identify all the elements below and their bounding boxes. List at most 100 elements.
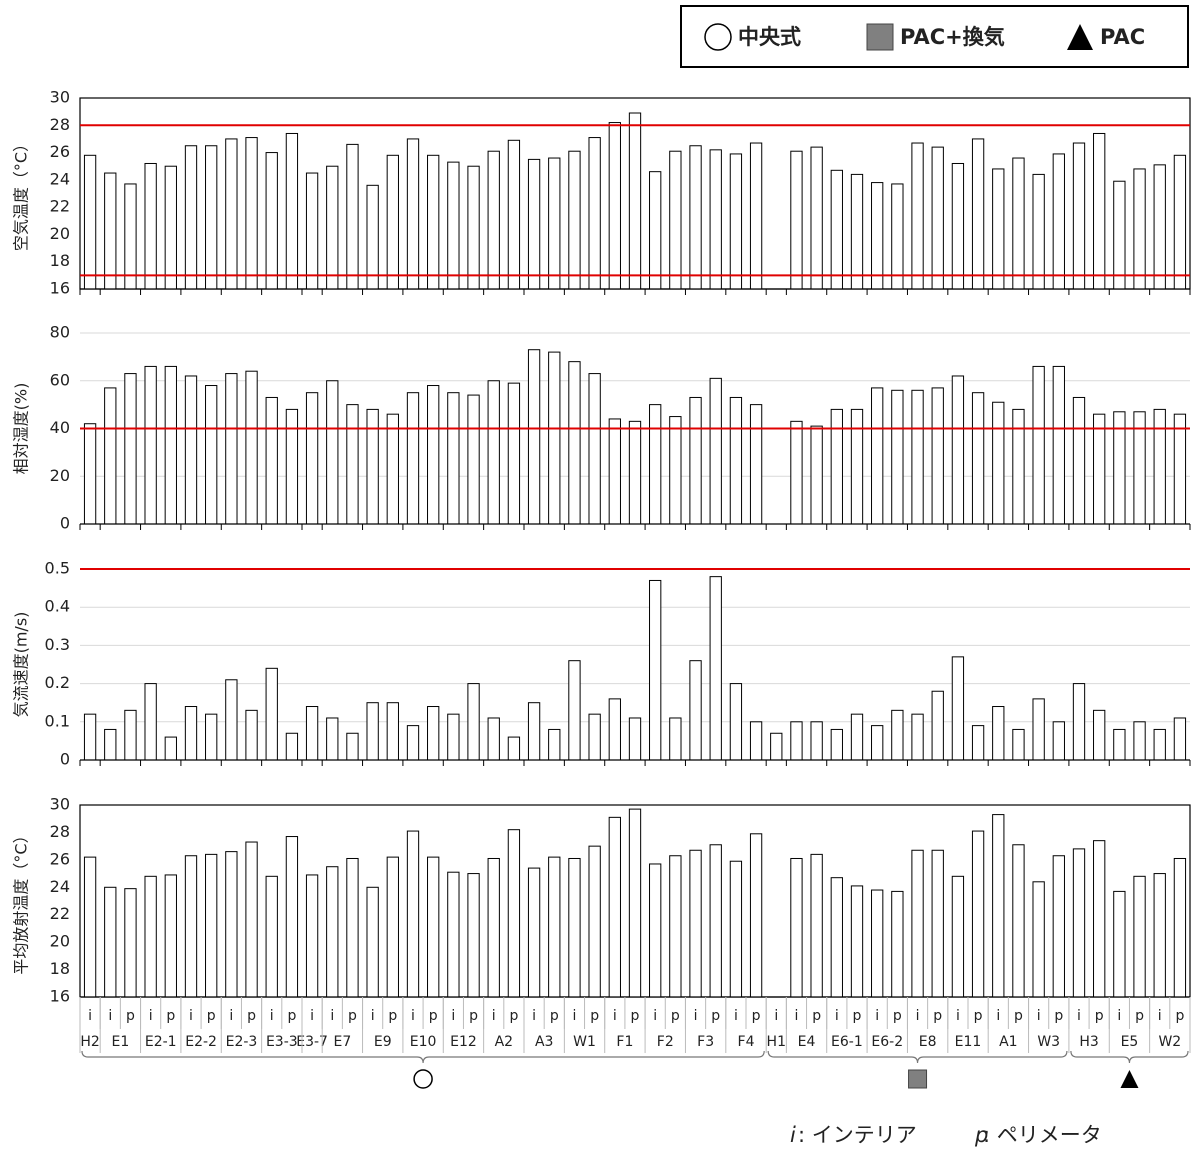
bar [810,721,823,761]
bar [1153,873,1166,998]
x-sub-label: p [853,1008,862,1024]
bar [568,857,581,998]
bar [1133,721,1146,761]
bar [326,380,339,525]
bar [366,886,379,998]
bar [1072,683,1086,761]
bar [427,856,440,998]
bar [1052,855,1065,998]
bar [568,660,581,761]
x-group-label: W2 [1158,1034,1181,1050]
bar [386,856,399,998]
bar [1173,717,1187,761]
x-sub-label: p [752,1008,761,1024]
zone-bracket [767,1050,1068,1064]
bar [406,138,420,290]
bar [709,377,722,525]
bar [790,721,803,761]
bar [548,728,561,761]
y-tick-label: 28 [50,115,70,134]
bar [911,142,924,290]
bar [406,725,420,761]
bar [1012,408,1025,525]
bar [83,713,97,761]
bar [245,841,258,998]
x-sub-label: i [1077,1008,1081,1024]
bar [305,706,319,761]
footnote-text: : インテリア [798,1123,917,1147]
bar [1052,365,1065,525]
bar [931,690,944,761]
bar [971,392,985,525]
bar [649,404,662,525]
zone-marker [908,1069,928,1089]
x-sub-label: p [671,1008,680,1024]
bar [568,361,581,525]
x-sub-label: i [492,1008,496,1024]
bar [527,349,541,525]
x-group-label: E2-3 [226,1034,258,1050]
bar [1032,698,1045,761]
bar [649,863,662,998]
x-sub-label: i [532,1008,536,1024]
bar [1072,396,1086,525]
y-tick-label: 26 [50,142,70,161]
bar [527,702,541,761]
y-tick-label: 20 [50,224,70,243]
bar [265,152,278,290]
x-group-label: E1 [111,1034,129,1050]
y-tick-label: 0 [60,514,70,533]
x-group-label: H3 [1079,1034,1098,1050]
zone-marker [413,1069,433,1089]
bar [285,836,299,998]
bar [891,709,904,761]
bar [1173,413,1187,525]
y-tick-label: 30 [50,795,70,814]
x-sub-label: i [1158,1008,1162,1024]
y-tick-label: 18 [50,959,70,978]
bar [669,416,682,525]
x-group-label: E12 [450,1034,477,1050]
bar [871,725,884,761]
bar [305,874,319,998]
bar [971,138,985,290]
y-tick-label: 0 [60,750,70,769]
bar [285,132,299,290]
x-sub-label: i [270,1008,274,1024]
y-tick-label: 24 [50,877,70,896]
bar [406,830,420,998]
bar [144,683,157,761]
bar [871,387,884,525]
y-axis-title: 平均放射温度（°C） [12,827,31,974]
bar [810,146,823,290]
x-group-label: W1 [573,1034,596,1050]
bar [749,833,763,998]
bar [608,816,621,998]
y-tick-label: 0.1 [45,711,70,730]
bar [124,373,137,525]
y-tick-label: 20 [50,466,70,485]
y-axis-title: 相対湿度(%) [12,383,31,475]
bar [225,373,238,525]
bar [1032,365,1045,525]
bar [951,375,965,525]
x-sub-label: i [451,1008,455,1024]
bar [467,394,480,525]
y-tick-label: 0.3 [45,635,70,654]
bar [427,385,440,525]
x-sub-label: p [287,1008,296,1024]
x-group-label: F3 [697,1034,714,1050]
bar [1032,881,1045,998]
x-sub-label: p [247,1008,256,1024]
bar [911,849,924,998]
bar [507,736,521,761]
bar [548,856,561,998]
bar [507,382,521,525]
legend-label: PAC+換気 [900,25,1005,49]
x-sub-label: p [388,1008,397,1024]
bar [709,576,722,761]
bar [850,173,864,290]
bar [487,717,500,761]
bar [265,667,278,761]
bar [1012,157,1025,290]
